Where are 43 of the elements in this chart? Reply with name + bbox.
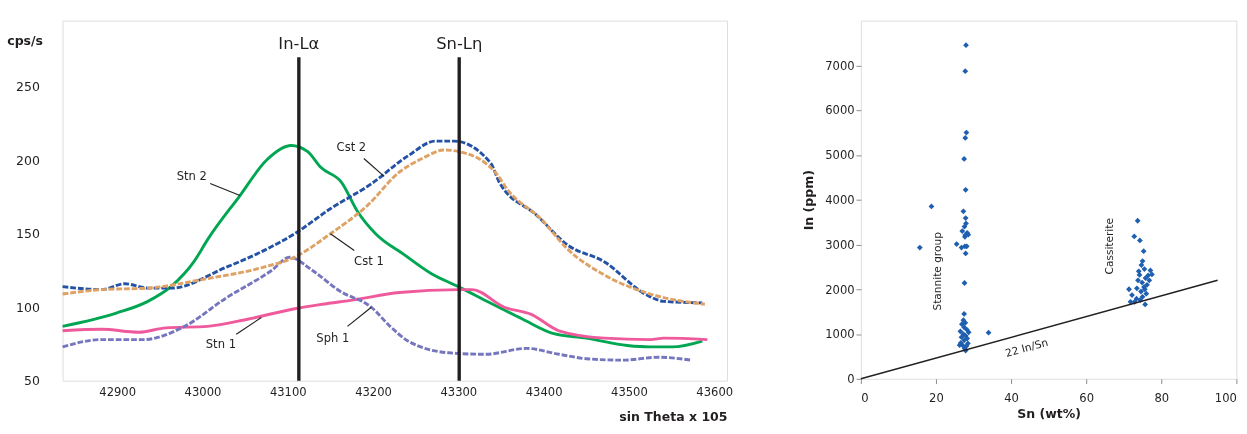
y-tick-label: 1000 [825, 327, 855, 342]
line-series [61, 144, 704, 349]
x-axis-title: Sn (wt%) [1017, 405, 1081, 421]
x-tick-label: 100 [1214, 391, 1237, 406]
y-tick-label: 200 [16, 152, 41, 168]
x-tick-label: 43000 [184, 384, 222, 399]
annotation: Stannite group [930, 231, 943, 311]
y-tick-label: 5000 [825, 148, 855, 163]
y-tick-label: 100 [16, 299, 41, 315]
x-tick-label: 0 [861, 391, 869, 406]
x-tick-label: 43400 [525, 384, 563, 399]
x-tick-label: 43500 [611, 384, 648, 399]
x-axis-title: sin Theta x 105 [619, 408, 728, 424]
x-tick-label: 40 [1004, 391, 1019, 406]
y-tick-label: 50 [24, 373, 41, 389]
annotation: Cst 2 [336, 140, 367, 155]
x-tick-label: 20 [929, 391, 944, 406]
y-axis-title: In (ppm) [800, 170, 816, 231]
y-tick-label: 250 [16, 79, 41, 95]
annotation: 22 In/Sn [1003, 335, 1050, 359]
x-tick-label: 60 [1079, 391, 1095, 406]
x-tick-label: 43200 [355, 384, 392, 399]
y-tick-label: 150 [16, 226, 41, 242]
annotation: Cassiterite [1103, 218, 1116, 275]
y-axis-title: cps/s [7, 33, 44, 49]
annotation: Cst 1 [354, 253, 384, 268]
line-series [61, 255, 693, 362]
y-tick-label: 7000 [825, 58, 855, 73]
y-tick-label: 3000 [825, 237, 855, 252]
x-tick-label: 43100 [269, 384, 307, 399]
y-tick-label: 4000 [825, 193, 855, 208]
annotation: Stn 1 [205, 337, 236, 352]
x-tick-label: 43600 [696, 384, 734, 399]
x-tick-label: 43300 [440, 384, 478, 399]
ref-line-label: Sn-Lη [436, 34, 483, 54]
annotation: Stn 2 [176, 169, 207, 184]
x-tick-label: 80 [1154, 391, 1170, 406]
ref-line-label: In-Lα [278, 34, 320, 54]
y-tick-label: 6000 [825, 103, 855, 118]
y-tick-label: 2000 [825, 282, 855, 297]
y-tick-label: 0 [847, 372, 855, 387]
x-tick-label: 42900 [99, 384, 137, 399]
annotation: Sph 1 [316, 330, 350, 345]
